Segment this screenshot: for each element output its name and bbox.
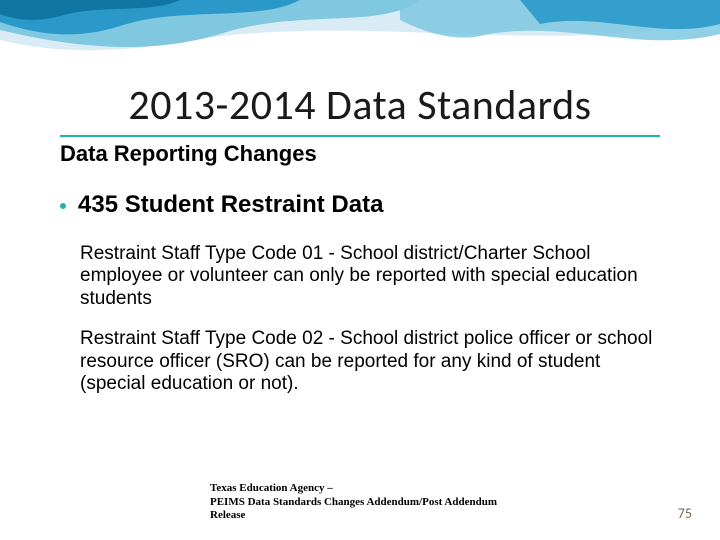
title-underline (60, 135, 660, 137)
body-paragraph: Restraint Staff Type Code 01 - School di… (80, 243, 660, 310)
bullet-heading: 435 Student Restraint Data (78, 191, 383, 219)
subtitle: Data Reporting Changes (60, 141, 660, 167)
page-title: 2013-2014 Data Standards (60, 80, 660, 131)
bullet-item: 435 Student Restraint Data (60, 191, 660, 219)
body-paragraph: Restraint Staff Type Code 02 - School di… (80, 328, 660, 395)
slide-content: 2013-2014 Data Standards Data Reporting … (0, 0, 720, 540)
page-number: 75 (678, 505, 692, 522)
bullet-dot-icon (60, 203, 66, 209)
footer-citation: Texas Education Agency –PEIMS Data Stand… (210, 482, 510, 522)
